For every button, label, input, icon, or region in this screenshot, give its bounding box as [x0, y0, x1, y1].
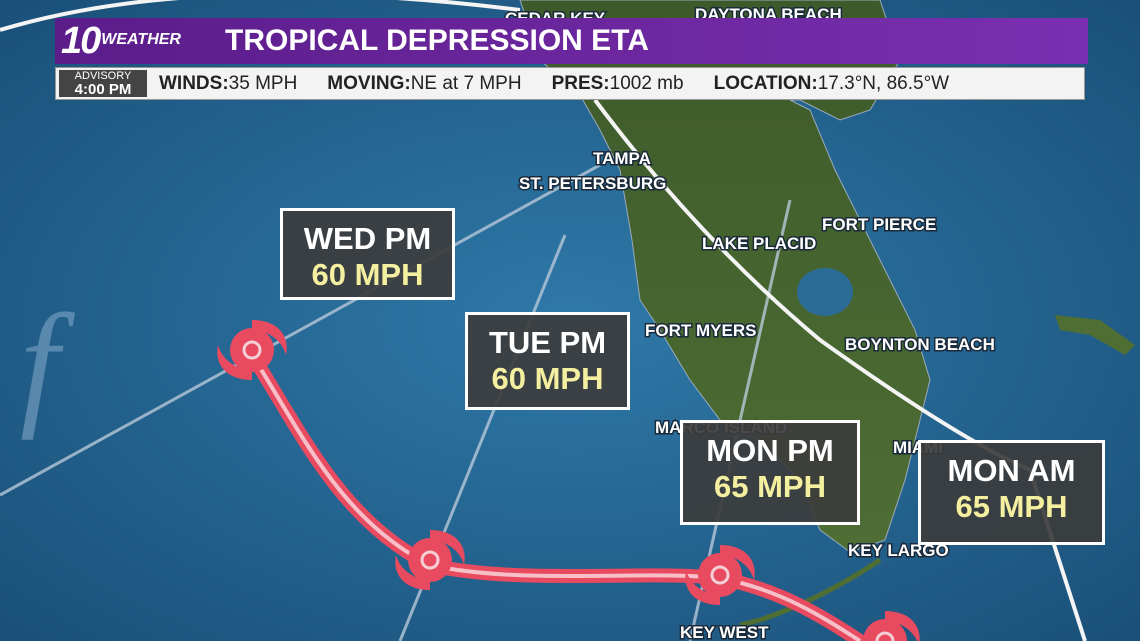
forecast-box: TUE PM 60 MPH [465, 312, 630, 410]
storm-icons [217, 320, 920, 641]
item-value: 17.3°N, 86.5°W [817, 72, 950, 94]
title: TROPICAL DEPRESSION ETA [225, 24, 649, 57]
item-label: WINDS: [159, 72, 229, 94]
storm-eye [408, 538, 452, 582]
forecast-wind: 65 MPH [955, 489, 1068, 524]
storm-arm [252, 320, 287, 355]
city-label: FORT MYERS [645, 321, 756, 340]
storm-arm [720, 545, 755, 580]
forecast-wind: 60 MPH [491, 361, 604, 396]
storm-arm [685, 570, 720, 605]
item-value: 35 MPH [228, 72, 298, 94]
item-label: MOVING: [327, 72, 411, 94]
item-value: 1002 mb [609, 72, 684, 94]
advisory-item: MOVING:NE at 7 MPH [327, 73, 521, 95]
logo-number: 10 [61, 20, 101, 62]
storm-icon [685, 545, 755, 605]
item-label: LOCATION: [713, 72, 818, 94]
city-label: FORT PIERCE [822, 215, 936, 234]
storm-eye [698, 553, 742, 597]
storm-arm [850, 636, 853, 641]
forecast-time: TUE PM [488, 325, 607, 360]
storm-eye [863, 619, 907, 641]
item-label: PRES: [551, 72, 610, 94]
storm-icon [395, 530, 465, 590]
forecast-time: MON AM [947, 453, 1076, 488]
advisory-item: LOCATION:17.3°N, 86.5°W [714, 73, 950, 95]
florida-keys [739, 557, 882, 628]
logo-word: WEATHER [101, 31, 181, 48]
storm-eye [230, 328, 274, 372]
bahamas [1055, 315, 1135, 355]
advisory-item: WINDS:35 MPH [159, 73, 297, 95]
logo: 10 WEATHER [61, 20, 181, 63]
storm-arm [430, 530, 465, 565]
forecast-box: MON AM 65 MPH [918, 440, 1105, 545]
forecast-wind: 60 MPH [311, 257, 424, 292]
advisory-label: ADVISORY [74, 70, 132, 82]
storm-icon [850, 611, 920, 641]
storm-arm [217, 345, 252, 380]
storm-icon [217, 320, 287, 380]
forecast-time: MON PM [706, 433, 834, 468]
forecast-time: WED PM [303, 221, 432, 256]
advisory-item: PRES:1002 mb [552, 73, 684, 95]
city-label: ST. PETERSBURG [519, 174, 666, 193]
storm-center [875, 631, 895, 641]
forecast-wind: 65 MPH [714, 469, 826, 504]
track-center [250, 353, 862, 641]
item-value: NE at 7 MPH [410, 72, 522, 94]
advisory-time: 4:00 PM [74, 81, 132, 98]
storm-center [710, 565, 730, 585]
storm-arm [885, 611, 920, 641]
title-banner: 10 WEATHER TROPICAL DEPRESSION ETA [55, 18, 1088, 64]
city-label: LAKE PLACID [702, 234, 816, 253]
city-label: KEY WEST [680, 623, 769, 641]
forecast-box: MON PM 65 MPH [680, 420, 860, 525]
lake-okeechobee [797, 268, 853, 316]
storm-center [420, 550, 440, 570]
city-label: KEY LARGO [848, 541, 949, 560]
city-label: TAMPA [593, 149, 651, 168]
advisory-bar: ADVISORY 4:00 PM WINDS:35 MPH MOVING:NE a… [55, 67, 1085, 100]
forecast-box: WED PM 60 MPH [280, 208, 455, 300]
storm-center [242, 340, 262, 360]
city-label: BOYNTON BEACH [845, 335, 995, 354]
storm-arm [395, 555, 430, 590]
advisory-box: ADVISORY 4:00 PM [59, 70, 147, 97]
